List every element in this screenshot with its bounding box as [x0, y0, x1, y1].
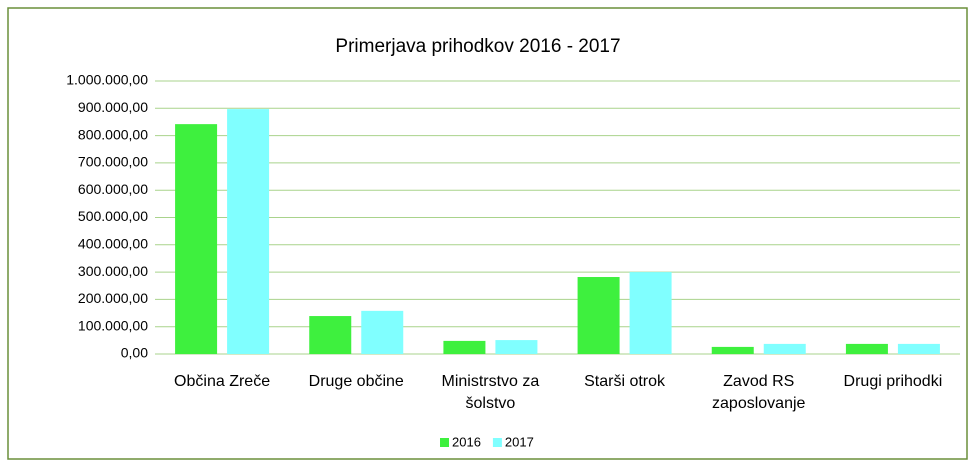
chart-title: Primerjava prihodkov 2016 - 2017 [335, 36, 620, 57]
bar [763, 343, 806, 354]
x-tick-label: Druge občine [308, 373, 404, 390]
y-tick-label: 600.000,00 [78, 181, 148, 197]
y-tick-label: 300.000,00 [78, 263, 148, 279]
y-tick-label: 700.000,00 [78, 154, 148, 170]
bar [495, 340, 538, 354]
y-tick-label: 1.000.000,00 [66, 72, 148, 88]
y-tick-label: 900.000,00 [78, 99, 148, 115]
x-tick-label: Drugi prihodki [843, 373, 943, 390]
x-tick-label: Starši otrok [584, 373, 666, 390]
x-tick-label: Ministrstvo za šolstvo [441, 373, 540, 412]
bar [361, 310, 404, 354]
legend-swatch [492, 438, 502, 447]
y-tick-label: 400.000,00 [78, 236, 148, 252]
bar [577, 277, 620, 354]
bar [309, 316, 352, 354]
legend-label: 2017 [505, 434, 534, 449]
chart-border [7, 7, 968, 460]
x-tick-label: Občina Zreče [174, 373, 271, 390]
y-tick-label: 500.000,00 [78, 208, 148, 224]
y-tick-label: 100.000,00 [78, 317, 148, 333]
y-tick-label: 200.000,00 [78, 290, 148, 306]
bar [897, 343, 940, 354]
legend-swatch [440, 438, 449, 447]
bar [629, 272, 672, 354]
bar [227, 109, 270, 354]
x-tick-label: Zavod RS zaposlovanje [712, 373, 806, 412]
y-tick-label: 0,00 [121, 345, 148, 361]
bar [175, 124, 218, 354]
bar [443, 340, 486, 354]
bar [711, 346, 754, 354]
y-tick-label: 800.000,00 [78, 126, 148, 142]
legend-label: 2016 [452, 434, 481, 449]
bar [845, 343, 888, 354]
